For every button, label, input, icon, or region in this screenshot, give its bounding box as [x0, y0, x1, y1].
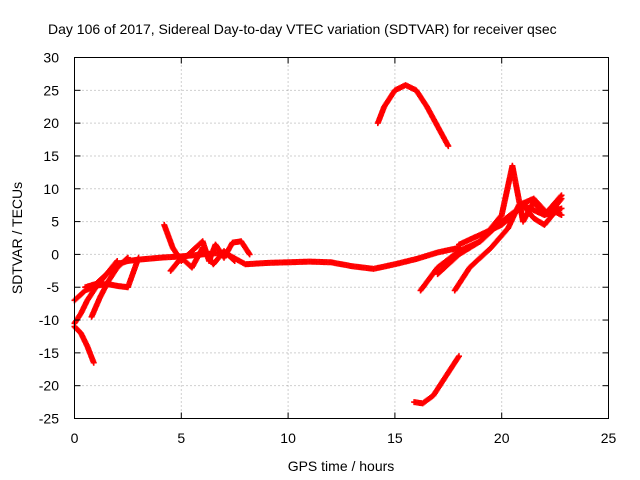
y-tick-label: -10: [39, 312, 59, 328]
y-tick-label: 25: [43, 82, 59, 98]
y-tick-label: 0: [51, 246, 59, 262]
y-tick-label: -25: [39, 411, 59, 427]
data-point: [90, 359, 97, 366]
data-point: [557, 196, 564, 203]
data-point: [455, 353, 462, 360]
series-wiggle-4-8-b: [167, 244, 238, 274]
x-axis-label: GPS time / hours: [288, 458, 395, 474]
data-point: [558, 212, 565, 219]
y-tick-label: 5: [51, 214, 59, 230]
series-early-b: [71, 323, 97, 366]
data-point: [246, 251, 253, 258]
data-point: [114, 257, 121, 264]
data-point: [135, 254, 142, 261]
series-arc-top: [374, 82, 452, 150]
data-point: [113, 259, 120, 266]
y-axis-label: SDTVAR / TECUs: [9, 182, 25, 294]
y-tick-label: 20: [43, 115, 59, 131]
grid-lines: [74, 57, 609, 419]
x-tick-label: 25: [601, 430, 617, 446]
data-point: [124, 254, 131, 261]
series-main-band: [82, 244, 462, 291]
data-point: [231, 257, 238, 264]
series-late-d: [455, 202, 565, 248]
x-tick-label: 20: [494, 430, 510, 446]
x-tick-label: 10: [280, 430, 296, 446]
x-tick-label: 15: [387, 430, 403, 446]
y-tick-label: -5: [47, 279, 60, 295]
series-early-c: [71, 257, 121, 327]
data-point: [558, 205, 565, 212]
y-tick-label: 30: [43, 50, 59, 66]
chart-title: Day 106 of 2017, Sidereal Day-to-day VTE…: [48, 21, 557, 37]
data-point: [558, 195, 565, 202]
y-tick-label: 10: [43, 181, 59, 197]
y-tick-label: -15: [39, 345, 59, 361]
y-tick-label: 15: [43, 148, 59, 164]
x-tick-label: 5: [177, 430, 185, 446]
data-points: [71, 82, 565, 407]
y-tick-label: -20: [39, 378, 59, 394]
x-tick-label: 0: [71, 430, 79, 446]
axis-ticks: 0 5 10 15 20 25 -25 -20 -15 -10 -5 0 5 10 15 20 25 30: [39, 50, 617, 447]
plot-frame: [74, 57, 609, 419]
data-point: [230, 256, 237, 263]
data-point: [123, 255, 130, 262]
data-point: [445, 143, 452, 150]
series-arc-bottom: [411, 353, 462, 407]
series-early-d: [88, 254, 131, 320]
